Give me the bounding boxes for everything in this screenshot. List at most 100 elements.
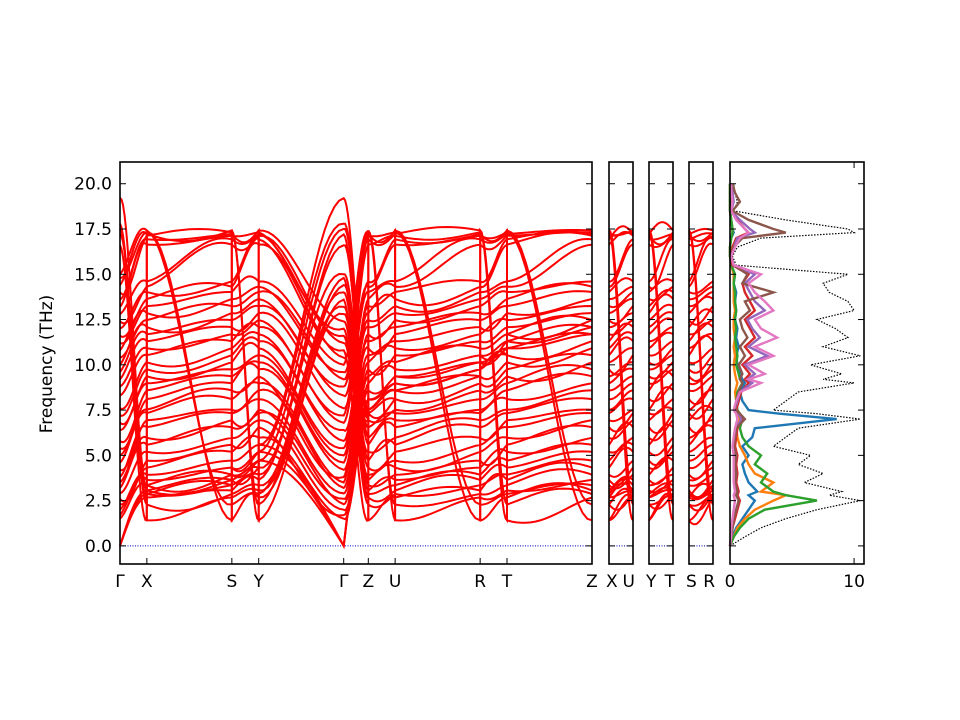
- phonon-band-line: [608, 459, 634, 478]
- phonon-band-line: [648, 229, 674, 505]
- k-point-label: T: [501, 572, 513, 592]
- phonon-band-line: [608, 229, 634, 505]
- phonon-band-line: [688, 322, 714, 342]
- dos-x-tick-label: 0: [725, 572, 736, 592]
- phonon-band-line: [608, 243, 634, 288]
- phonon-band-line: [648, 419, 674, 442]
- phonon-band-line: [688, 493, 714, 507]
- phonon-band-line: [648, 311, 674, 328]
- y-tick-label: 5.0: [85, 446, 112, 466]
- phonon-band-line: [688, 305, 714, 326]
- phonon-band-line: [688, 419, 713, 439]
- phonon-band-line: [648, 303, 674, 321]
- phonon-band-line: [608, 277, 634, 293]
- y-tick-label: 2.5: [85, 492, 112, 512]
- phonon-band-line: [119, 228, 593, 506]
- phonon-band-line: [688, 382, 714, 406]
- phonon-band-line: [608, 408, 634, 423]
- phonon-band-line: [608, 331, 634, 349]
- phonon-band-line: [688, 285, 714, 301]
- phonon-band-line: [608, 298, 633, 315]
- y-tick-label: 12.5: [74, 311, 112, 331]
- phonon-band-line: [688, 242, 714, 288]
- phonon-band-line: [608, 305, 634, 325]
- k-point-label: Z: [586, 572, 598, 592]
- phonon-band-line: [608, 436, 634, 454]
- phonon-band-line: [608, 446, 634, 469]
- phonon-band-line: [648, 244, 674, 290]
- phonon-band-line: [649, 326, 674, 343]
- band-panel-main: 0.02.55.07.510.012.515.017.520.0Γ X S Y Γ Z U R…: [74, 161, 598, 592]
- phonon-band-line: [609, 285, 634, 300]
- dos-x-tick-label: 10: [843, 572, 865, 592]
- panel-frame: [688, 161, 714, 565]
- phonon-band-line: [688, 229, 714, 505]
- k-point-label: T: [664, 572, 676, 592]
- phonon-band-line: [648, 238, 674, 283]
- dos-curve: [729, 183, 861, 547]
- phonon-band-line: [689, 443, 714, 462]
- phonon-band-line: [608, 291, 634, 309]
- phonon-band-line: [648, 486, 674, 499]
- k-point-label: Γ: [115, 572, 125, 592]
- phonon-band-line: [608, 322, 634, 342]
- y-tick-label: 7.5: [85, 401, 112, 421]
- panel-frame: [648, 161, 674, 565]
- k-point-label: R: [474, 572, 486, 592]
- phonon-band-line: [608, 229, 634, 237]
- phonon-band-line: [688, 398, 714, 420]
- phonon-band-line: [608, 419, 634, 440]
- y-tick-label: 0.0: [85, 537, 112, 557]
- k-point-label: U: [623, 572, 635, 592]
- phonon-band-line: [688, 334, 714, 356]
- phonon-band-line: [608, 336, 634, 356]
- phonon-band-line: [648, 331, 674, 350]
- phonon-band-line: [688, 332, 714, 350]
- dos-panel: 0 10: [725, 161, 865, 592]
- k-point-label: S: [226, 572, 237, 592]
- phonon-band-line: [688, 496, 714, 526]
- phonon-band-line: [119, 196, 593, 493]
- phonon-band-line: [608, 397, 634, 415]
- phonon-band-line: [689, 291, 714, 308]
- phonon-band-line: [608, 319, 634, 336]
- dos-frame: [729, 161, 865, 565]
- phonon-band-line: [688, 436, 714, 453]
- k-point-label: X: [141, 572, 153, 592]
- k-point-label: Y: [252, 572, 264, 592]
- phonon-band-line: [688, 319, 714, 336]
- phonon-band-line: [688, 280, 714, 295]
- phonon-band-line: [688, 450, 714, 470]
- y-axis-label: Frequency (THz): [37, 295, 57, 434]
- phonon-band-line: [688, 412, 714, 434]
- phonon-band-line: [648, 398, 674, 416]
- panel-frame: [608, 161, 634, 565]
- phonon-band-line: [608, 389, 634, 411]
- phonon-band-line: [648, 285, 674, 302]
- phonon-band-line: [648, 493, 674, 506]
- phonon-band-line: [688, 489, 714, 501]
- phonon-band-line: [648, 444, 674, 467]
- y-tick-label: 17.5: [74, 220, 112, 240]
- k-point-label: S: [686, 572, 697, 592]
- phonon-band-line: [119, 230, 593, 522]
- phonon-band-line: [608, 496, 633, 522]
- phonon-band-line: [648, 437, 674, 457]
- phonon-band-line: [119, 230, 593, 507]
- k-point-label: U: [389, 572, 401, 592]
- dos-curve: [728, 183, 780, 547]
- phonon-band-line: [119, 227, 593, 507]
- phonon-band-line: [119, 230, 593, 496]
- phonon-band-line: [648, 317, 674, 335]
- phonon-band-line: [648, 412, 674, 435]
- phonon-band-line: [608, 482, 634, 499]
- phonon-band-line: [688, 231, 714, 243]
- phonon-band-line: [609, 238, 634, 283]
- panel-frame: [119, 161, 593, 565]
- y-tick-label: 10.0: [74, 356, 112, 376]
- phonon-band-line: [648, 221, 674, 235]
